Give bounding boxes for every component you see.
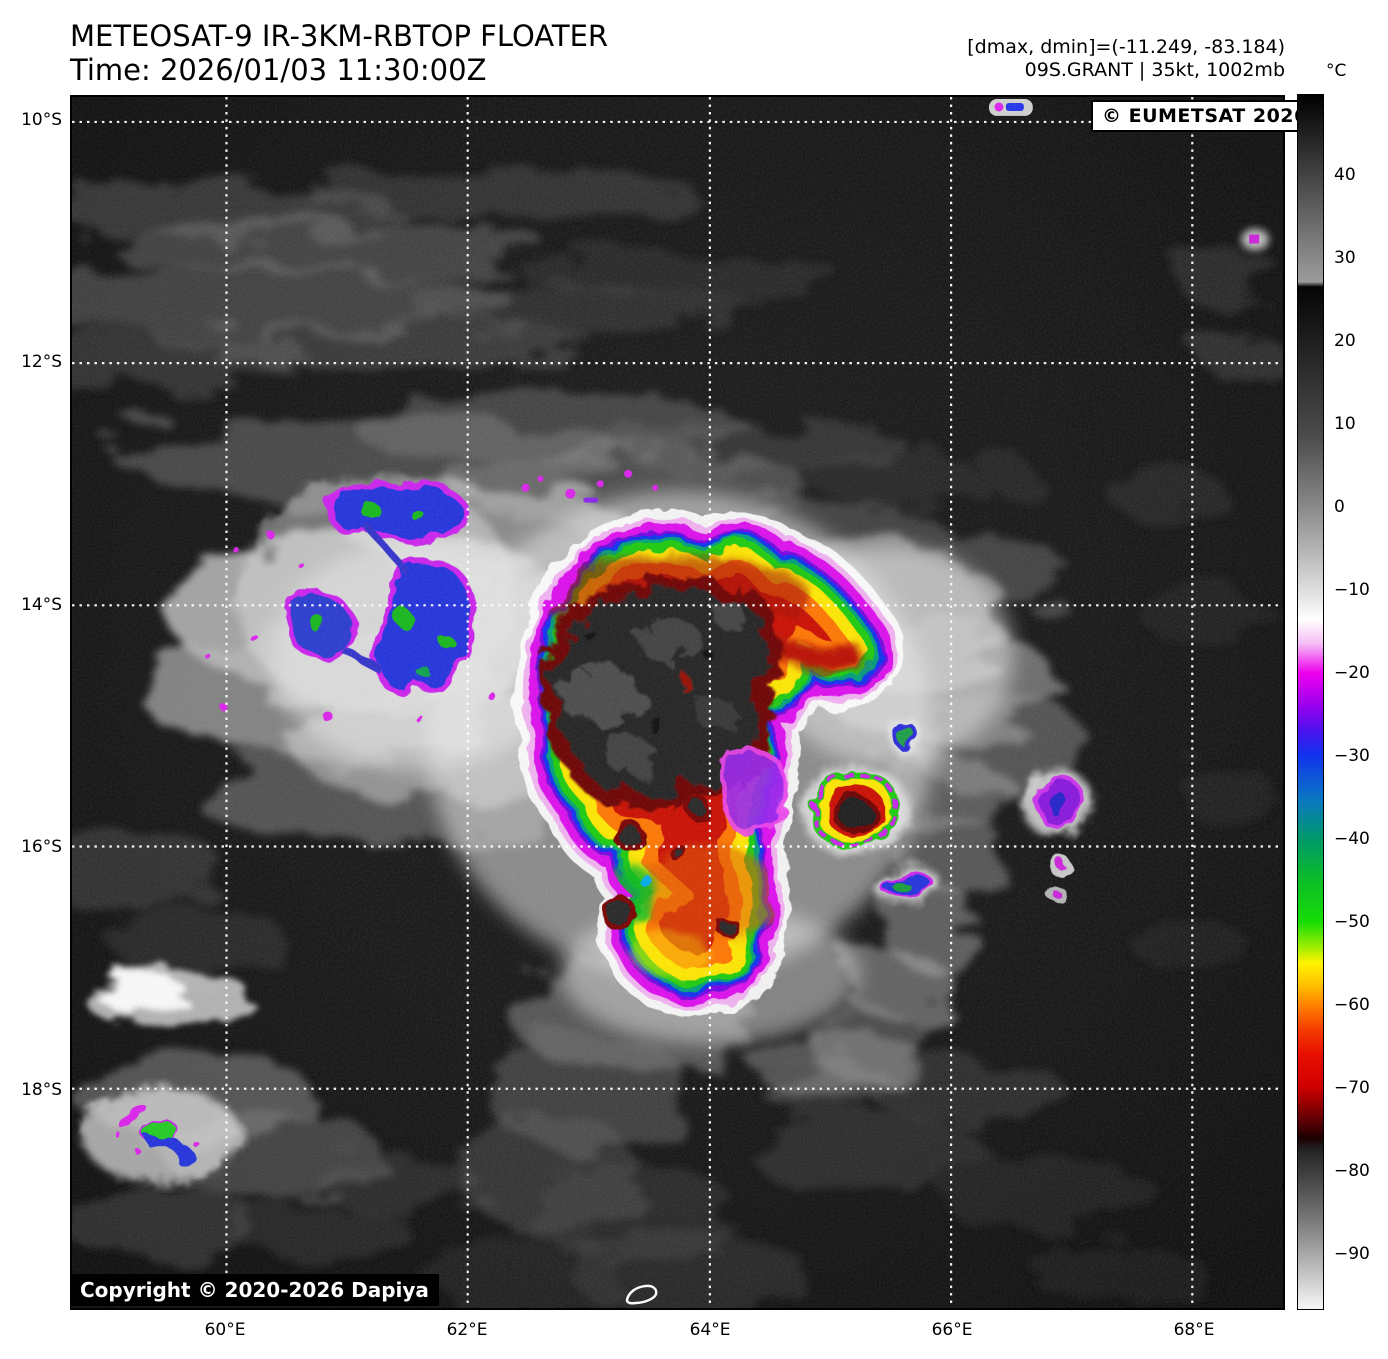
x-axis-label: 60°E xyxy=(204,1320,246,1340)
y-axis-label: 18°S xyxy=(21,1080,62,1100)
x-axis-label: 64°E xyxy=(689,1320,731,1340)
colorbar-tick: −70 xyxy=(1334,1078,1370,1098)
image-timestamp: Time: 2026/01/03 11:30:00Z xyxy=(70,53,487,87)
dmax-dmin-readout: [dmax, dmin]=(-11.249, -83.184) xyxy=(967,36,1285,58)
colorbar-tick: 30 xyxy=(1334,248,1356,268)
x-axis-label: 62°E xyxy=(446,1320,488,1340)
colorbar-tick: −30 xyxy=(1334,746,1370,766)
colorbar-tick: 10 xyxy=(1334,414,1356,434)
temperature-colorbar xyxy=(1297,94,1324,1310)
satellite-ir-image xyxy=(72,97,1283,1308)
satellite-map-panel xyxy=(70,95,1285,1310)
y-axis-label: 12°S xyxy=(21,352,62,372)
x-axis-label: 68°E xyxy=(1173,1320,1215,1340)
copyright-badge: Copyright © 2020-2026 Dapiya xyxy=(70,1274,439,1306)
colorbar-unit-label: °C xyxy=(1326,61,1347,81)
y-axis-label: 10°S xyxy=(21,110,62,130)
page-title: METEOSAT-9 IR-3KM-RBTOP FLOATER xyxy=(70,19,609,53)
x-axis-label: 66°E xyxy=(931,1320,973,1340)
provider-badge: © EUMETSAT 2026 xyxy=(1091,100,1319,132)
colorbar-tick: −40 xyxy=(1334,829,1370,849)
colorbar-tick: 20 xyxy=(1334,331,1356,351)
colorbar-tick: −20 xyxy=(1334,663,1370,683)
colorbar-tick: −60 xyxy=(1334,995,1370,1015)
colorbar-tick: −10 xyxy=(1334,580,1370,600)
storm-intensity-readout: 09S.GRANT | 35kt, 1002mb xyxy=(1024,59,1285,81)
y-axis-label: 14°S xyxy=(21,595,62,615)
colorbar-tick: 40 xyxy=(1334,165,1356,185)
colorbar-tick: 0 xyxy=(1334,497,1345,517)
image-grain-overlay xyxy=(72,97,1283,1308)
colorbar-tick: −80 xyxy=(1334,1161,1370,1181)
colorbar-tick: −90 xyxy=(1334,1244,1370,1264)
colorbar-tick: −50 xyxy=(1334,912,1370,932)
y-axis-label: 16°S xyxy=(21,837,62,857)
